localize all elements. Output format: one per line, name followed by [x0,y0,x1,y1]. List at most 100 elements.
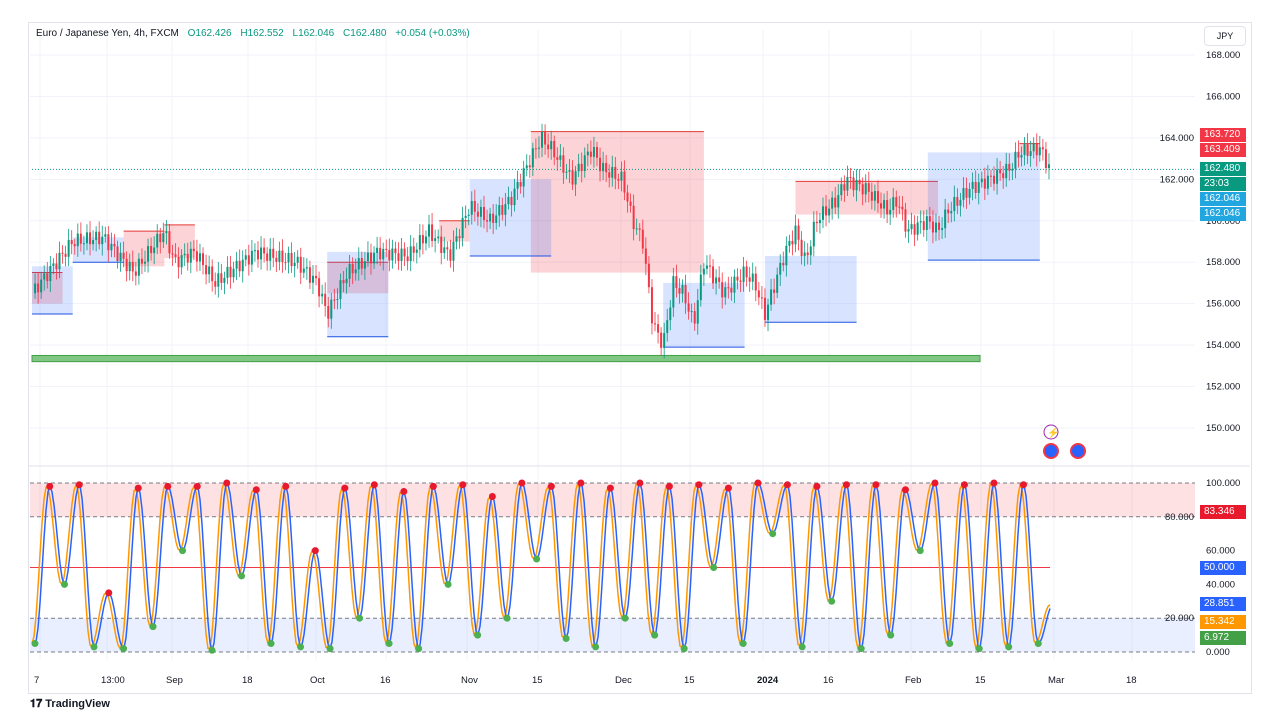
candle-body [40,279,43,293]
candle-body [492,213,495,223]
candle-body [49,266,52,282]
candle-body [394,248,397,254]
candle-body [52,263,55,267]
candle-body [290,252,293,267]
tradingview-brand[interactable]: 𝟏𝟕 TradingView [30,698,110,711]
candle-body [632,205,635,230]
trough-dot [385,640,393,648]
candle-body [202,253,205,266]
candle-body [464,215,467,218]
candle-body [98,231,101,245]
candle-body [366,252,369,262]
candle-body [852,177,855,191]
brand-label: TradingView [45,698,110,710]
candle-body [311,275,314,283]
price-tick-label: 152.000 [1206,382,1240,393]
candle-body [305,267,308,269]
candle-body [147,245,150,262]
candle-body [947,209,950,214]
candle-body [660,332,663,348]
candle-body [922,221,925,230]
time-tick-label: Oct [310,675,325,686]
currency-button[interactable]: JPY [1204,26,1246,46]
candle-body [516,182,519,189]
candle-body [565,171,568,173]
trough-dot [267,640,275,648]
candle-body [525,165,528,169]
candle-body [302,268,305,273]
peak-dot [695,481,703,489]
open-value: O162.426 [187,28,232,39]
trough-dot [651,631,659,639]
candle-body [996,169,999,184]
trough-dot [356,614,364,622]
candle-body [330,299,333,319]
candle-body [1029,151,1032,156]
candle-body [977,182,980,193]
symbol-title: Euro / Japanese Yen, 4h, FXCM [36,28,179,39]
time-tick-label: 13:00 [101,675,125,686]
candle-body [137,258,140,276]
candle-body [104,234,107,237]
candle-body [58,252,61,270]
candle-body [522,168,525,187]
candle-body [486,220,489,222]
candle-body [101,236,104,245]
price-tick-label: 156.000 [1206,299,1240,310]
peak-dot [724,484,732,492]
candle-body [968,188,971,198]
candle-body [626,192,629,202]
candle-body [748,277,751,282]
candle-body [113,243,116,247]
candle-body [800,239,803,257]
candle-body [143,261,146,264]
candle-body [501,205,504,215]
candle-body [391,248,394,261]
peak-dot [990,479,998,487]
candle-body [424,236,427,244]
candle-body [883,200,886,209]
candle-body [770,289,773,305]
candle-body [150,245,153,254]
candle-body [296,256,299,263]
candle-body [925,216,928,230]
candle-body [999,169,1002,174]
candle-body [739,280,742,283]
peak-dot [400,487,408,495]
candle-body [971,181,974,189]
candle-body [406,256,409,262]
candle-body [614,166,617,179]
candle-body [898,206,901,208]
candle-body [544,131,547,145]
candle-body [754,273,757,291]
candle-body [751,273,754,282]
candle-body [415,249,418,253]
candle-body [458,236,461,239]
candle-body [513,188,516,206]
candle-body [809,246,812,256]
candle-body [953,196,956,212]
price-tick-label: 158.000 [1206,257,1240,268]
candle-body [537,147,540,149]
candle-body [696,300,699,324]
candle-body [434,238,437,241]
candle-body [186,253,189,263]
trough-dot [533,555,541,563]
candle-body [580,163,583,172]
candle-body [840,184,843,196]
trough-dot [739,640,747,648]
candle-body [742,266,745,283]
candle-body [220,273,223,283]
peak-dot [459,481,467,489]
candle-body [846,177,849,191]
peak-dot [931,479,939,487]
candle-body [507,196,510,205]
trough-dot [857,645,865,653]
candle-body [46,273,49,282]
candle-body [440,236,443,254]
candle-body [1017,151,1020,158]
candle-body [867,183,870,192]
peak-dot [547,482,555,490]
osc-tick-label: 20.000 [1165,613,1194,624]
